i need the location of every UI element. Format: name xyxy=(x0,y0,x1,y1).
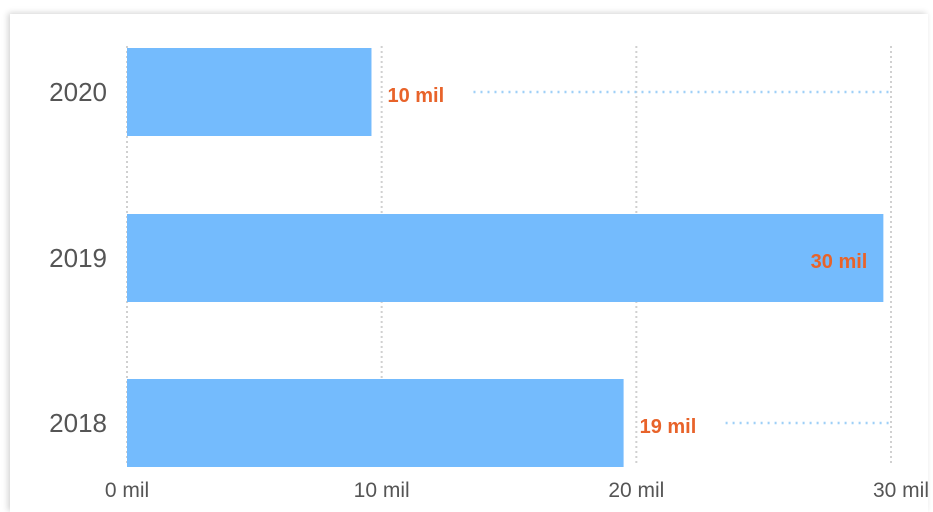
data-label-2019: 30 mil xyxy=(811,251,868,273)
x-tick-label: 10 mil xyxy=(354,479,410,502)
y-tick-label: 2020 xyxy=(49,77,107,107)
data-labels: 10 mil 30 mil 19 mil xyxy=(387,85,867,438)
y-axis-labels: 2020 2019 2018 xyxy=(49,77,107,438)
x-axis-labels: 0 mil 10 mil 20 mil 30 mil xyxy=(105,479,929,502)
data-label-2018: 19 mil xyxy=(640,416,697,438)
x-tick-label: 20 mil xyxy=(608,479,664,502)
bar-2018 xyxy=(127,379,624,467)
bar-2020 xyxy=(127,48,372,136)
bar-2019 xyxy=(127,214,884,302)
y-tick-label: 2019 xyxy=(49,243,107,273)
data-label-2020: 10 mil xyxy=(387,85,444,107)
y-tick-label: 2018 xyxy=(49,408,107,438)
bars xyxy=(127,48,884,467)
x-tick-label: 30 mil xyxy=(873,479,929,502)
x-tick-label: 0 mil xyxy=(105,479,149,502)
